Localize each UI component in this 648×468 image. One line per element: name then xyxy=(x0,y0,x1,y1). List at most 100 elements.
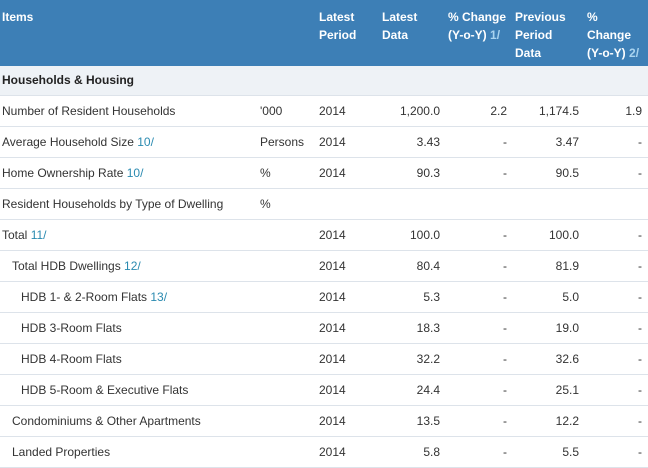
header-pct-change: % Change (Y-o-Y) 1/ xyxy=(448,10,507,42)
row-label: HDB 1- & 2-Room Flats 13/ xyxy=(21,289,168,304)
footnote-link[interactable]: 13/ xyxy=(150,289,168,304)
table-row: HDB 1- & 2-Room Flats 13/2014 5.3 - 5.0 - xyxy=(0,281,648,312)
row-pct-change-2: - xyxy=(638,444,642,459)
footnote-link[interactable]: 2/ xyxy=(629,46,640,60)
row-latest-data: 1,200.0 xyxy=(399,103,440,118)
row-label: Resident Households by Type of Dwelling xyxy=(2,196,224,211)
footnote-link[interactable]: 11/ xyxy=(30,227,47,242)
row-period: 2014 xyxy=(319,351,346,366)
row-unit xyxy=(258,374,317,405)
row-period: 2014 xyxy=(319,413,346,428)
table-row: Total 11/2014 100.0 - 100.0 - xyxy=(0,219,648,250)
row-previous-data: 1,174.5 xyxy=(538,103,579,118)
row-unit: Persons xyxy=(260,134,305,149)
row-label: HDB 5-Room & Executive Flats xyxy=(21,382,189,397)
row-latest-data xyxy=(380,188,446,219)
row-latest-data: 24.4 xyxy=(416,382,440,397)
footnote-link[interactable]: 10/ xyxy=(137,134,154,149)
row-period: 2014 xyxy=(319,227,346,242)
row-previous-data: 12.2 xyxy=(555,413,579,428)
row-pct-change xyxy=(446,188,513,219)
footnote-link[interactable]: 1/ xyxy=(490,28,501,42)
row-latest-data: 5.8 xyxy=(423,444,440,459)
row-unit xyxy=(258,405,317,436)
row-unit xyxy=(258,312,317,343)
table-row: HDB 3-Room Flats 2014 18.3 - 19.0 - xyxy=(0,312,648,343)
header-items: Items xyxy=(2,10,34,24)
row-pct-change-2: - xyxy=(638,320,642,335)
table-row: HDB 4-Room Flats 2014 32.2 - 32.6 - xyxy=(0,343,648,374)
row-pct-change: - xyxy=(503,320,507,335)
row-period: 2014 xyxy=(319,258,346,273)
row-pct-change-2: - xyxy=(638,351,642,366)
row-pct-change-2: - xyxy=(638,165,642,180)
header-latest-period: Latest Period xyxy=(319,10,357,42)
row-latest-data: 90.3 xyxy=(416,165,440,180)
row-period: 2014 xyxy=(319,289,346,304)
row-latest-data: 18.3 xyxy=(416,320,440,335)
row-label: HDB 3-Room Flats xyxy=(21,320,122,335)
row-latest-data: 100.0 xyxy=(409,227,440,242)
table-header-row: Items Latest Period Latest Data % Change (… xyxy=(0,0,648,66)
row-period: 2014 xyxy=(319,134,346,149)
row-unit xyxy=(258,219,317,250)
row-label: Home Ownership Rate 10/ xyxy=(2,165,144,180)
row-previous-data: 100.0 xyxy=(548,227,579,242)
table-row: Home Ownership Rate 10/% 2014 90.3 - 90.5 - xyxy=(0,157,648,188)
row-latest-data: 80.4 xyxy=(416,258,440,273)
row-pct-change-2: 1.9 xyxy=(625,103,642,118)
header-latest-data: Latest Data xyxy=(382,10,418,42)
row-pct-change: - xyxy=(503,289,507,304)
row-unit xyxy=(258,343,317,374)
table-row: Number of Resident Households '000 2014 1,2… xyxy=(0,95,648,126)
row-label: Average Household Size 10/ xyxy=(2,134,154,149)
row-pct-change-2: - xyxy=(638,227,642,242)
row-latest-data: 13.5 xyxy=(416,413,440,428)
header-unit xyxy=(258,0,317,66)
row-pct-change: - xyxy=(503,351,507,366)
row-previous-data: 19.0 xyxy=(555,320,579,335)
row-label: HDB 4-Room Flats xyxy=(21,351,122,366)
row-pct-change-2: - xyxy=(638,258,642,273)
row-previous-data: 5.0 xyxy=(562,289,579,304)
row-previous-data: 5.5 xyxy=(562,444,579,459)
table-row: Resident Households by Type of Dwelling% xyxy=(0,188,648,219)
table-row: Landed Properties 2014 5.8 - 5.5 - xyxy=(0,436,648,467)
row-previous-data: 25.1 xyxy=(555,382,579,397)
row-period xyxy=(317,188,380,219)
row-pct-change: - xyxy=(503,227,507,242)
row-unit: % xyxy=(260,196,271,211)
table-row: Total HDB Dwellings 12/2014 80.4 - 81.9 - xyxy=(0,250,648,281)
row-period: 2014 xyxy=(319,103,346,118)
row-pct-change: 2.2 xyxy=(490,103,507,118)
footnote-link[interactable]: 10/ xyxy=(126,165,144,180)
row-period: 2014 xyxy=(319,382,346,397)
section-row: Households & Housing xyxy=(0,66,648,95)
table-row: Average Household Size 10/Persons 2014 3.4… xyxy=(0,126,648,157)
row-label: Number of Resident Households xyxy=(2,103,176,118)
row-pct-change: - xyxy=(503,413,507,428)
table-row: HDB 5-Room & Executive Flats 2014 24.4 - 25.… xyxy=(0,374,648,405)
row-label: Landed Properties xyxy=(12,444,111,459)
footnote-link[interactable]: 12/ xyxy=(124,258,141,273)
row-latest-data: 32.2 xyxy=(416,351,440,366)
row-previous-data: 3.47 xyxy=(555,134,579,149)
header-pct-change-2: % Change (Y-o-Y) 2/ xyxy=(587,10,640,60)
header-previous-data: Previous Period Data xyxy=(515,10,566,60)
row-label: Condominiums & Other Apartments xyxy=(12,413,201,428)
row-latest-data: 5.3 xyxy=(423,289,440,304)
row-period: 2014 xyxy=(319,444,346,459)
row-period: 2014 xyxy=(319,320,346,335)
row-period: 2014 xyxy=(319,165,346,180)
row-unit xyxy=(258,436,317,467)
row-pct-change-2: - xyxy=(638,134,642,149)
row-previous-data xyxy=(513,188,585,219)
row-unit: '000 xyxy=(260,103,283,118)
row-label: Total HDB Dwellings 12/ xyxy=(12,258,141,273)
row-previous-data: 90.5 xyxy=(555,165,579,180)
row-unit: % xyxy=(260,165,271,180)
table-row: Condominiums & Other Apartments 2014 13.5 -… xyxy=(0,405,648,436)
row-latest-data: 3.43 xyxy=(416,134,440,149)
row-unit xyxy=(258,281,317,312)
